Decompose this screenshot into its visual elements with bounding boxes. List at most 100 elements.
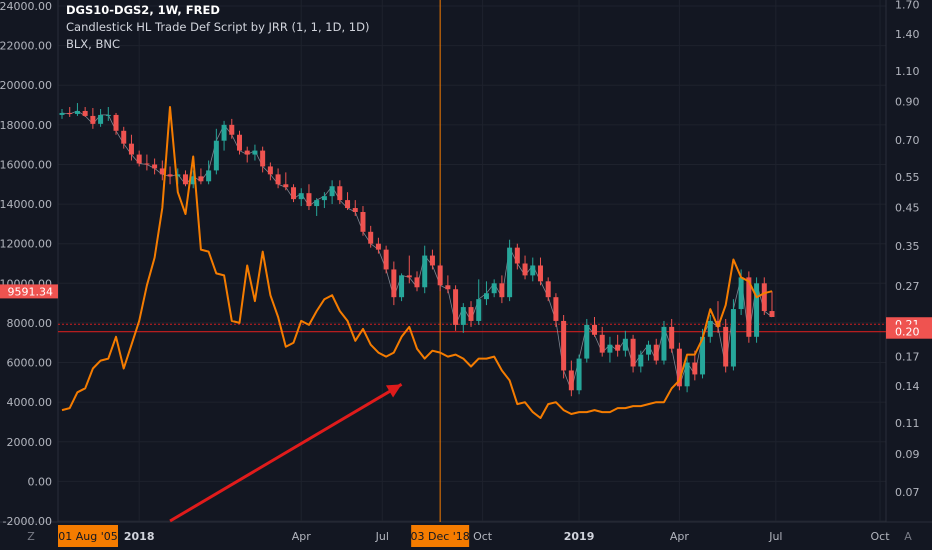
zoom-reset-button[interactable]: Z xyxy=(27,530,35,543)
candle-body[interactable] xyxy=(159,168,165,175)
candle-body[interactable] xyxy=(337,186,343,201)
candle-body[interactable] xyxy=(198,176,204,182)
candle-body[interactable] xyxy=(229,124,235,135)
candle-body[interactable] xyxy=(638,354,644,367)
candle-body[interactable] xyxy=(453,289,459,325)
symbol-title[interactable]: DGS10-DGS2, 1W, FRED xyxy=(66,3,220,17)
candle-body[interactable] xyxy=(352,208,358,212)
candle-body[interactable] xyxy=(437,265,443,286)
candle-body[interactable] xyxy=(391,269,397,298)
candle-body[interactable] xyxy=(429,255,435,266)
candle-body[interactable] xyxy=(375,243,381,250)
candle-body[interactable] xyxy=(692,362,698,375)
candle-body[interactable] xyxy=(561,320,567,371)
candle-body[interactable] xyxy=(630,338,636,367)
candle-body[interactable] xyxy=(646,344,652,355)
candle-body[interactable] xyxy=(291,187,297,200)
candle-body[interactable] xyxy=(653,344,659,361)
candle-body[interactable] xyxy=(244,150,250,155)
candle-body[interactable] xyxy=(530,265,536,276)
candle-body[interactable] xyxy=(321,196,327,201)
auto-scale-button[interactable]: A xyxy=(904,530,912,543)
candle-body[interactable] xyxy=(414,277,420,288)
candle-body[interactable] xyxy=(314,200,320,207)
candle-body[interactable] xyxy=(761,283,767,312)
candle-body[interactable] xyxy=(399,275,405,298)
candle-body[interactable] xyxy=(213,140,219,171)
candle-body[interactable] xyxy=(445,285,451,290)
candle-body[interactable] xyxy=(460,307,466,325)
candle-body[interactable] xyxy=(661,326,667,361)
candle-body[interactable] xyxy=(121,130,127,144)
candle-body[interactable] xyxy=(499,283,505,298)
candle-body[interactable] xyxy=(607,344,613,353)
candle-body[interactable] xyxy=(622,338,628,351)
candle-body[interactable] xyxy=(584,324,590,359)
candle-body[interactable] xyxy=(553,297,559,321)
candle-body[interactable] xyxy=(568,370,574,391)
candle-body[interactable] xyxy=(128,143,134,155)
candle-body[interactable] xyxy=(298,193,304,200)
candle-body[interactable] xyxy=(67,112,73,114)
candle-body[interactable] xyxy=(522,263,528,276)
candle-body[interactable] xyxy=(684,362,690,387)
candle-body[interactable] xyxy=(545,281,551,298)
candle-body[interactable] xyxy=(468,307,474,321)
candle-body[interactable] xyxy=(74,110,80,114)
candle-body[interactable] xyxy=(98,114,104,124)
candle-body[interactable] xyxy=(368,231,374,244)
candle-body[interactable] xyxy=(483,293,489,300)
candle-body[interactable] xyxy=(360,212,366,232)
study-title[interactable]: Candlestick HL Trade Def Script by JRR (… xyxy=(66,20,370,34)
candle-body[interactable] xyxy=(136,154,142,164)
candle-body[interactable] xyxy=(746,277,752,337)
candle-body[interactable] xyxy=(82,110,88,116)
candle-body[interactable] xyxy=(592,324,597,335)
candle-body[interactable] xyxy=(507,247,513,298)
candle-body[interactable] xyxy=(738,277,744,310)
candle-body[interactable] xyxy=(345,200,351,209)
candle-body[interactable] xyxy=(167,174,173,177)
candle-body[interactable] xyxy=(406,275,412,278)
trend-arrow-line[interactable] xyxy=(169,383,403,523)
candle-body[interactable] xyxy=(715,320,721,327)
candle-body[interactable] xyxy=(599,334,605,353)
candle-body[interactable] xyxy=(329,186,335,197)
candle-body[interactable] xyxy=(105,114,111,116)
candle-body[interactable] xyxy=(383,249,389,270)
candle-body[interactable] xyxy=(537,265,543,282)
candle-body[interactable] xyxy=(476,299,482,321)
candle-body[interactable] xyxy=(275,174,281,185)
candle-body[interactable] xyxy=(700,336,706,375)
blx-series-line[interactable] xyxy=(61,106,773,419)
candle-body[interactable] xyxy=(59,112,65,115)
candle-body[interactable] xyxy=(669,326,675,349)
candle-body[interactable] xyxy=(754,283,760,337)
candle-body[interactable] xyxy=(182,174,188,185)
candle-body[interactable] xyxy=(175,174,181,177)
candle-body[interactable] xyxy=(267,166,273,175)
candle-body[interactable] xyxy=(707,320,713,337)
candle-body[interactable] xyxy=(730,309,736,367)
candle-body[interactable] xyxy=(237,134,242,151)
candle-body[interactable] xyxy=(152,164,158,169)
overlay-title[interactable]: BLX, BNC xyxy=(66,37,121,51)
candle-body[interactable] xyxy=(576,358,582,391)
candle-body[interactable] xyxy=(723,326,729,367)
candle-body[interactable] xyxy=(514,247,520,264)
candle-body[interactable] xyxy=(144,163,150,165)
trend-arrow-head[interactable] xyxy=(385,384,402,398)
candle-body[interactable] xyxy=(221,124,227,141)
candle-body[interactable] xyxy=(615,344,621,351)
candle-body[interactable] xyxy=(676,348,682,387)
candle-body[interactable] xyxy=(491,283,497,294)
candle-body[interactable] xyxy=(306,193,312,207)
candle-body[interactable] xyxy=(190,176,196,185)
candle-body[interactable] xyxy=(252,150,258,155)
candle-body[interactable] xyxy=(283,184,289,188)
candle-body[interactable] xyxy=(113,114,119,131)
candle-body[interactable] xyxy=(90,115,96,124)
candle-body[interactable] xyxy=(260,150,266,167)
candle-body[interactable] xyxy=(422,255,428,288)
